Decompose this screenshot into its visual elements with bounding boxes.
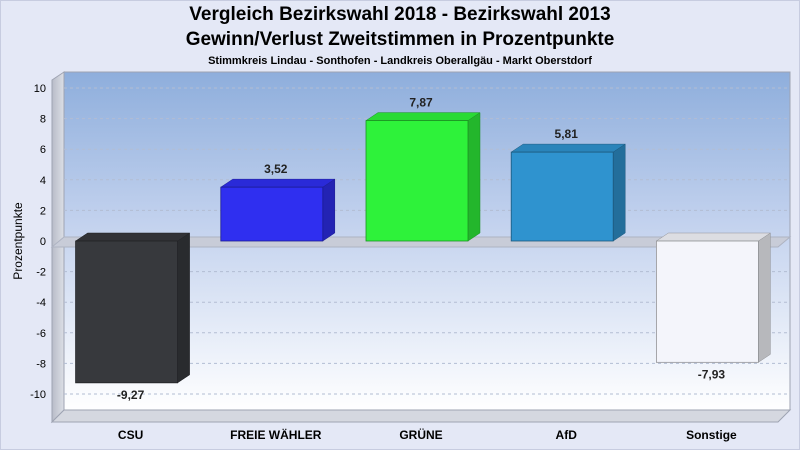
y-tick-label: 6 (40, 144, 46, 156)
bar-value-label: 5,81 (555, 127, 579, 141)
bar-value-label: -9,27 (117, 388, 145, 402)
bar-3 (510, 151, 614, 242)
x-tick-label: AfD (556, 428, 578, 442)
x-tick-label: CSU (118, 428, 143, 442)
bar-4 (656, 240, 759, 363)
bar-value-label: 7,87 (409, 96, 433, 110)
y-tick-label: -10 (30, 389, 46, 401)
bar-side-0 (177, 232, 190, 384)
bar-side-3 (612, 143, 626, 242)
y-tick-label: 8 (40, 114, 46, 126)
y-tick-label: 2 (40, 205, 46, 217)
chart-region-subtitle: Stimmkreis Lindau - Sonthofen - Landkrei… (208, 55, 592, 67)
y-axis-label: Prozentpunkte (11, 202, 25, 280)
bar-side-1 (322, 178, 336, 242)
bar-2 (365, 120, 469, 242)
bar-top-4 (655, 232, 772, 242)
chart-title: Vergleich Bezirkswahl 2018 - Bezirkswahl… (189, 4, 611, 25)
bar-top-0 (74, 232, 191, 242)
chart-subtitle: Gewinn/Verlust Zweitstimmen in Prozentpu… (185, 29, 615, 50)
bar-side-4 (758, 232, 771, 363)
y-tick-label: -2 (36, 267, 46, 279)
y-tick-label: -8 (36, 358, 46, 370)
y-tick-label: 4 (40, 175, 46, 187)
x-tick-label: FREIE WÄHLER (230, 427, 322, 442)
bar-value-label: 3,52 (264, 162, 288, 176)
x-tick-label: Sonstige (686, 428, 737, 442)
bar-1 (220, 186, 324, 242)
bar-value-label: -7,93 (698, 367, 726, 381)
x-tick-label: GRÜNE (399, 427, 442, 442)
y-tick-label: 10 (34, 83, 46, 95)
bar-0 (75, 240, 178, 384)
bar-top-1 (219, 178, 336, 188)
plot-floor (50, 409, 792, 423)
y-tick-label: -4 (36, 297, 46, 309)
y-tick-label: 0 (40, 236, 46, 248)
bar-top-2 (365, 112, 481, 121)
y-tick-label: -6 (36, 328, 46, 340)
bar-top-3 (510, 143, 627, 153)
bar-side-2 (467, 112, 481, 242)
